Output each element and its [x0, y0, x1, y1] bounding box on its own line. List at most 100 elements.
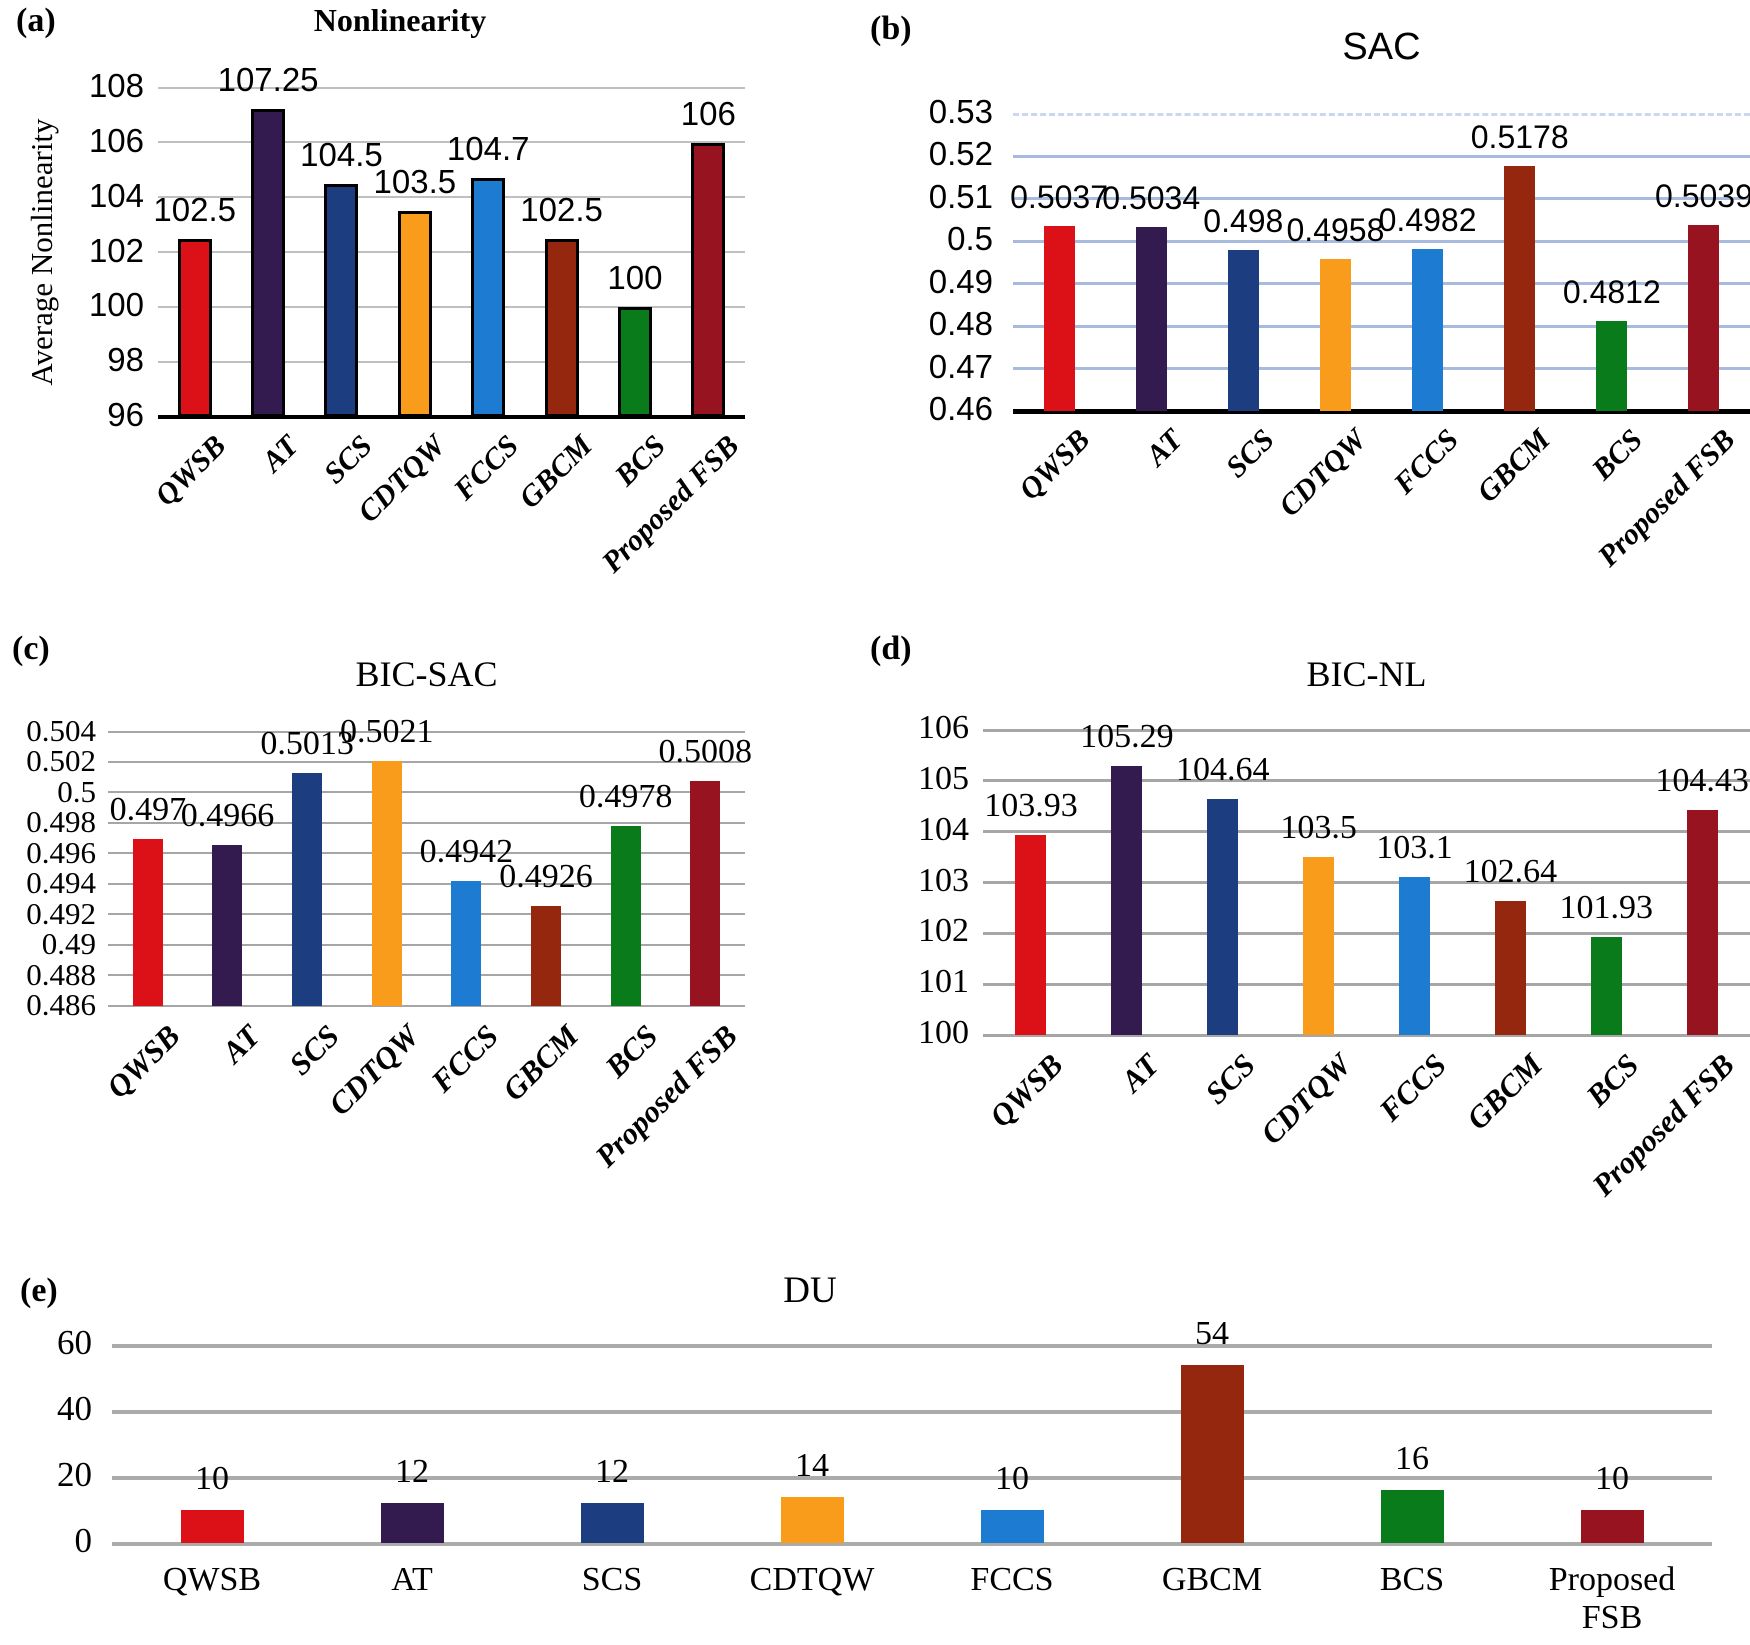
bar-gbcm [1504, 165, 1536, 411]
category-label-qwsb: QWSB [162, 1561, 262, 1598]
category-label-proposed-fsb: Proposed FSB [588, 1018, 744, 1174]
y-tick-label: 0.492 [26, 895, 96, 931]
y-tick-label: 104 [918, 810, 969, 848]
bar-bcs [1590, 936, 1622, 1035]
category-label-at: AT [391, 1561, 433, 1598]
gridline [112, 1475, 1712, 1480]
gridline [108, 882, 745, 885]
value-label-at: 12 [395, 1453, 429, 1491]
value-label-at: 107.25 [217, 60, 319, 98]
category-label-fccs: FCCS [970, 1561, 1054, 1598]
category-label-bcs: BCS [1379, 1561, 1445, 1598]
gridline [158, 196, 745, 199]
gridline [108, 791, 745, 794]
bar-proposed-fsb [691, 142, 726, 417]
gridline [108, 974, 745, 977]
gridline [108, 730, 745, 733]
category-label-fccs: FCCS [447, 429, 526, 507]
chart-sac: (b) SAC 0.46 0.47 0.48 0.49 0.5 0.51 0.52 0.53 0… [820, 0, 1750, 615]
value-label-cdtqw: 0.4958 [1286, 212, 1385, 249]
category-label-at: AT [1139, 423, 1189, 473]
y-tick-label: 0.502 [26, 743, 96, 779]
value-label-scs: 104.64 [1175, 751, 1270, 789]
value-label-proposed-fsb: 0.5039 [1655, 177, 1750, 214]
bar-bcs [1380, 1490, 1444, 1543]
value-label-fccs: 103.1 [1376, 829, 1453, 867]
y-tick-label: 0.49 [41, 926, 96, 962]
value-label-gbcm: 0.4926 [499, 857, 593, 895]
value-label-proposed-fsb: 104.43 [1655, 761, 1749, 799]
bar-at [251, 108, 286, 417]
chart-title-bic-nl: BIC-NL [1306, 654, 1427, 694]
bar-scs [580, 1503, 644, 1543]
bar-fccs [1412, 248, 1444, 411]
category-label-scs: SCS [581, 1561, 643, 1598]
y-tick-label: 0.51 [928, 177, 993, 215]
chart-du: (e) DU 0 20 40 60 10 QWSB 12 AT 12 SCS 14 CDTQW 10 FC… [0, 1255, 1750, 1645]
y-tick-label: 108 [88, 67, 144, 104]
gridline [983, 830, 1750, 834]
plot-area-nonlinearity: 96 98 100 102 104 106 108 102.5 QWSB 107.25 AT 104.… [89, 61, 746, 579]
value-label-qwsb: 0.497 [109, 790, 187, 828]
chart-title-nonlinearity: Nonlinearity [313, 2, 487, 38]
bar-scs [1207, 799, 1239, 1035]
category-label-fccs: FCCS [1372, 1047, 1454, 1128]
category-label-cdtqw: CDTQW [1253, 1047, 1358, 1151]
bar-qwsb [1015, 835, 1047, 1035]
y-tick-label: 60 [57, 1323, 92, 1362]
gridline [108, 760, 745, 763]
y-tick-label: 102 [918, 912, 969, 950]
bar-cdtqw [780, 1496, 844, 1543]
value-label-cdtqw: 103.5 [373, 163, 457, 201]
gridline [108, 1004, 745, 1007]
bar-gbcm [544, 238, 579, 417]
value-label-fccs: 104.7 [446, 130, 530, 168]
chart-title-bic-sac: BIC-SAC [355, 654, 498, 694]
y-tick-label: 104 [88, 176, 144, 214]
value-label-scs: 0.498 [1203, 202, 1284, 239]
bar-qwsb [132, 838, 163, 1006]
gridline [158, 251, 745, 253]
gridline [1013, 239, 1750, 243]
category-label-gbcm: GBCM [513, 429, 599, 515]
y-axis-label-average-nonlinearity: Average Nonlinearity [24, 118, 59, 386]
gridline [108, 852, 745, 855]
y-tick-label: 100 [88, 286, 144, 324]
category-label-fccs: FCCS [424, 1018, 506, 1099]
bar-scs [1227, 249, 1259, 411]
y-tick-label: 20 [57, 1455, 92, 1494]
gridline [112, 1409, 1712, 1414]
y-tick-label: 0.49 [928, 262, 993, 300]
category-label-scs: SCS [282, 1018, 346, 1082]
panel-letter-a: (a) [16, 2, 56, 39]
panel-letter-b: (b) [870, 10, 912, 47]
value-label-at: 0.5034 [1102, 179, 1201, 216]
y-tick-label: 0.498 [26, 804, 96, 840]
plot-area-bic-nl: 100 101 102 103 104 105 106 103.93 QWSB 105.29 AT 1… [918, 709, 1750, 1203]
chart-title-du: DU [783, 1270, 837, 1311]
bar-qwsb [180, 1510, 244, 1543]
bar-gbcm [1494, 900, 1526, 1035]
x-axis-line [1013, 409, 1750, 414]
y-tick-label: 0.486 [26, 987, 96, 1022]
category-label-cdtqw: CDTQW [749, 1561, 875, 1598]
value-label-at: 105.29 [1080, 718, 1174, 756]
value-label-qwsb: 103.93 [984, 787, 1078, 825]
bar-cdtqw [371, 760, 402, 1006]
category-label-scs: SCS [1197, 1047, 1262, 1111]
value-label-scs: 0.5013 [260, 725, 354, 763]
category-label-bcs: BCS [1585, 423, 1650, 487]
chart-nonlinearity: (a) Nonlinearity Average Nonlinearity 96… [0, 0, 800, 615]
category-label-cdtqw: CDTQW [1272, 423, 1373, 523]
y-tick-label: 0.504 [26, 713, 96, 748]
category-label-gbcm: GBCM [1459, 1047, 1550, 1137]
bar-cdtqw [1319, 259, 1351, 411]
bar-scs [292, 773, 323, 1006]
panel-letter-e: (e) [20, 1272, 58, 1309]
y-tick-label: 40 [57, 1389, 92, 1428]
gridline [983, 881, 1750, 884]
category-label-qwsb: QWSB [148, 429, 233, 513]
bar-bcs [610, 826, 641, 1006]
value-label-proposed-fsb: 10 [1595, 1460, 1629, 1497]
